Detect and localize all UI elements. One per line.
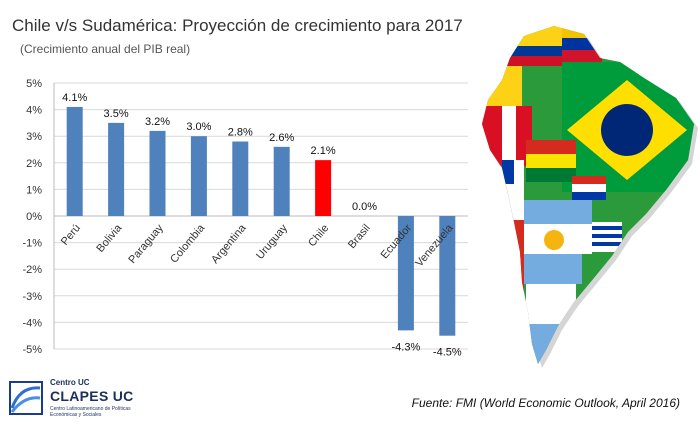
y-tick-label: 3%	[26, 131, 42, 143]
bar-bolivia	[108, 122, 125, 216]
y-tick-label: 2%	[26, 158, 42, 170]
data-label: 2.8%	[228, 127, 253, 139]
bar-chile	[315, 160, 332, 216]
y-tick-label: -5%	[22, 344, 42, 356]
data-labels: 4.1% 3.5% 3.2% 3.0% 2.8% 2.6% 2.1% 0.0% -4.3% -4.…	[62, 92, 462, 359]
y-tick-label: 1%	[26, 184, 42, 196]
data-label: -4.3%	[392, 341, 421, 353]
bar-venezuela	[439, 216, 456, 336]
data-label: 0.0%	[352, 201, 377, 213]
x-tick-label: Argentina	[209, 222, 249, 266]
logo-top-text: Centro UC	[50, 378, 90, 387]
data-label: 2.1%	[311, 145, 336, 157]
bar-uruguay	[273, 146, 290, 216]
x-tick-label: Perú	[59, 222, 83, 248]
source-note: Fuente: FMI (World Economic Outlook, Apr…	[411, 396, 680, 410]
data-label: 3.5%	[104, 108, 129, 120]
y-tick-label: 4%	[26, 105, 42, 117]
x-tick-label: Bolivia	[94, 222, 125, 255]
data-label: -4.5%	[433, 347, 462, 359]
data-label: 4.1%	[62, 92, 87, 104]
bar-ecuador	[397, 216, 414, 331]
data-label: 3.2%	[145, 116, 170, 128]
y-tick-label: 5%	[26, 78, 42, 90]
y-tick-label: -4%	[22, 317, 42, 329]
bar-argentina	[232, 141, 249, 216]
bar-colombia	[190, 136, 207, 216]
south-america-flag-map	[482, 26, 698, 368]
x-tick-label: Brasil	[346, 222, 373, 251]
x-tick-label: Paraguay	[126, 222, 166, 266]
bars	[66, 106, 456, 336]
clapes-uc-logo: Centro UC CLAPES UC Centro Latinoamerica…	[8, 378, 148, 422]
bar-perú	[66, 106, 83, 216]
logo-main-text: CLAPES UC	[50, 388, 134, 404]
x-axis-ticks: Perú Bolivia Paraguay Colombia Argentina Urug…	[59, 222, 456, 270]
bar-chart: 5% 4% 3% 2% 1% 0% -1% -2% -3% -4% -5% 4.1% 3.5% 3.2%…	[22, 78, 468, 359]
bar-paraguay	[149, 130, 166, 216]
y-tick-label: -1%	[22, 238, 42, 250]
x-tick-label: Uruguay	[254, 222, 290, 262]
data-label: 3.0%	[186, 121, 211, 133]
data-label: 2.6%	[269, 132, 294, 144]
clapes-logo-icon	[9, 381, 43, 415]
y-tick-label: -3%	[22, 291, 42, 303]
chart-title: Chile v/s Sudamérica: Proyección de crec…	[12, 16, 463, 35]
x-tick-label: Chile	[306, 222, 331, 249]
y-axis-ticks: 5% 4% 3% 2% 1% 0% -1% -2% -3% -4% -5%	[22, 78, 42, 356]
chart-subtitle: (Crecimiento anual del PIB real)	[20, 42, 191, 56]
y-tick-label: 0%	[26, 211, 42, 223]
x-tick-label: Colombia	[168, 222, 208, 266]
y-tick-label: -2%	[22, 264, 42, 276]
logo-description: Centro Latinoamericano de Políticas Econ…	[50, 406, 131, 418]
